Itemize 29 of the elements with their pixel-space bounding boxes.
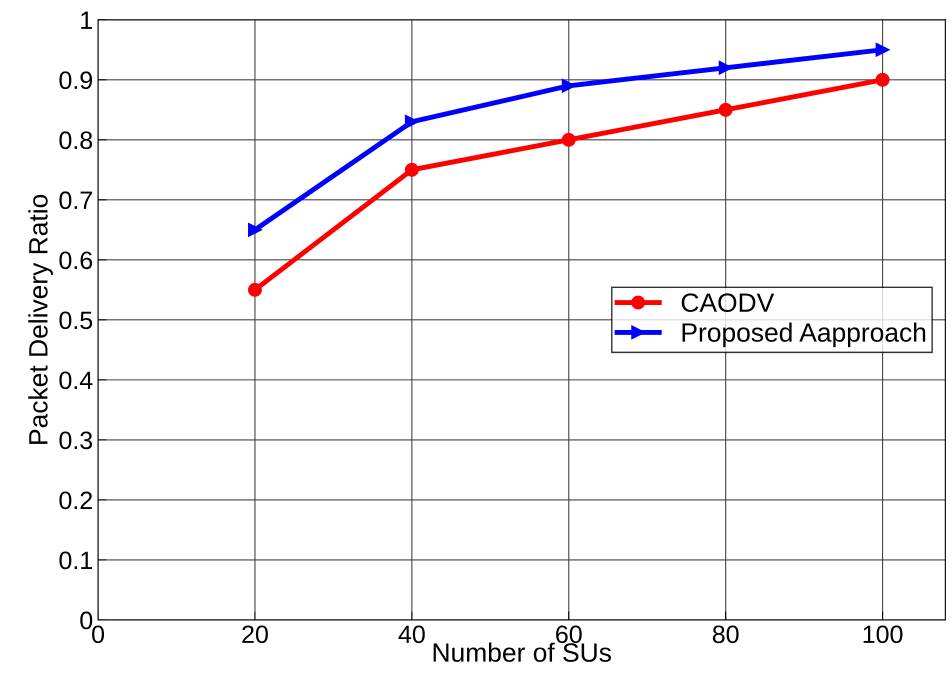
point <box>404 162 419 177</box>
y-tick-label: 1 <box>81 12 92 29</box>
y-tick-label: 0.2 <box>59 492 92 510</box>
y-tick-label: 0.1 <box>59 552 92 570</box>
point <box>248 222 262 237</box>
point <box>404 114 419 129</box>
y-tick-label: 0.7 <box>59 191 92 210</box>
legend-label: Proposed Aapproach <box>682 322 926 348</box>
legend-label: CAODV <box>682 293 774 312</box>
y-tick-label: 0 <box>80 612 92 630</box>
y-tick-label: 0.5 <box>59 311 92 330</box>
x-tick-label: 0 <box>92 625 104 644</box>
y-tick-label: 0.3 <box>59 431 92 450</box>
point <box>876 42 890 57</box>
x-tick-label: 100 <box>864 625 902 644</box>
point <box>876 72 890 87</box>
y-axis-title: Packet Delivery Ratio <box>28 194 53 444</box>
point <box>248 282 262 297</box>
x-tick-label: 60 <box>556 625 582 644</box>
y-tick-label: 0.4 <box>59 371 92 390</box>
y-tick-label: 0.9 <box>59 71 92 90</box>
x-axis-title: Number of SUs <box>434 642 611 662</box>
x-tick-label: 40 <box>398 625 425 644</box>
x-tick-label: 20 <box>242 625 268 644</box>
point <box>718 102 733 117</box>
y-tick-label: 0.8 <box>59 131 92 150</box>
x-tick-label: 80 <box>712 625 739 644</box>
point <box>562 132 576 147</box>
y-tick-label: 0.6 <box>59 251 92 270</box>
